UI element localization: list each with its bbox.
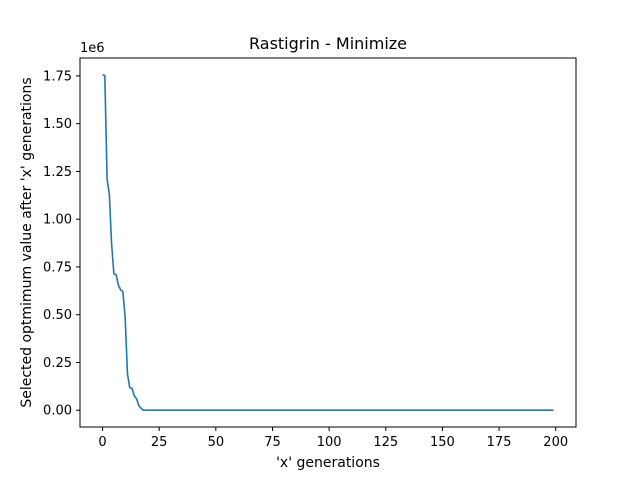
x-tick-label: 200 xyxy=(543,435,568,450)
x-tick-label: 0 xyxy=(98,435,106,450)
y-axis-ticks: 0.00 0.25 0.50 0.75 1.00 1.25 1.50 1.75 xyxy=(43,69,80,419)
y-axis-offset-label: 1e6 xyxy=(80,41,105,56)
x-tick-label: 50 xyxy=(208,435,225,450)
x-tick-label: 100 xyxy=(317,435,342,450)
x-tick-label: 125 xyxy=(373,435,398,450)
x-tick-label: 150 xyxy=(430,435,455,450)
series-line xyxy=(102,74,554,412)
plot-area xyxy=(102,74,554,412)
chart-title: Rastigrin - Minimize xyxy=(249,34,407,53)
y-tick-label: 1.50 xyxy=(43,117,72,132)
y-tick-label: 1.00 xyxy=(43,213,72,228)
x-tick-label: 175 xyxy=(487,435,512,450)
x-axis-ticks: 0 25 50 75 100 125 150 175 200 xyxy=(98,427,568,450)
x-tick-label: 75 xyxy=(264,435,281,450)
y-tick-label: 1.25 xyxy=(43,165,72,180)
y-tick-label: 1.75 xyxy=(43,69,72,84)
y-tick-label: 0.75 xyxy=(43,260,72,275)
y-tick-label: 0.25 xyxy=(43,356,72,371)
y-tick-label: 0.50 xyxy=(43,308,72,323)
axes-frame xyxy=(79,57,577,428)
y-tick-label: 0.00 xyxy=(43,404,72,419)
y-axis-label: Selected optmimum value after 'x' genera… xyxy=(19,77,35,407)
x-axis-label: 'x' generations xyxy=(276,455,380,471)
x-tick-label: 25 xyxy=(151,435,168,450)
